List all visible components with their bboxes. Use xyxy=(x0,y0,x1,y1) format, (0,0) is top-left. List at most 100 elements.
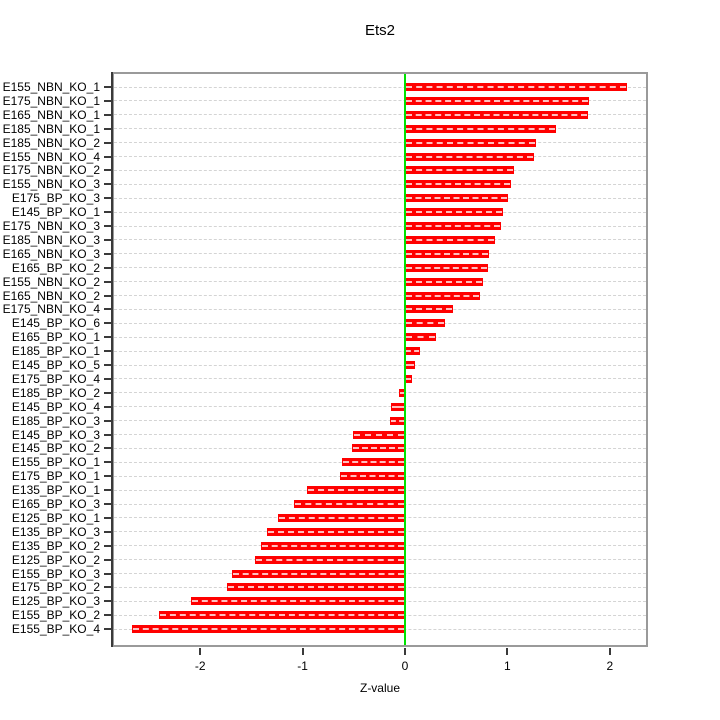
y-axis-label: E165_NBN_KO_2 xyxy=(2,288,100,303)
y-tick-mark xyxy=(104,405,111,408)
bar-dash-pattern xyxy=(406,113,588,116)
y-tick-mark xyxy=(104,419,111,422)
x-tick-label: 1 xyxy=(504,659,511,673)
y-tick-mark xyxy=(104,141,111,144)
y-axis-label: E185_BP_KO_2 xyxy=(11,385,100,400)
y-axis-label: E125_BP_KO_1 xyxy=(11,510,100,525)
y-tick-mark xyxy=(104,586,111,589)
gridline xyxy=(114,322,646,324)
bar-dash-pattern xyxy=(295,503,404,505)
y-tick-mark xyxy=(104,614,111,617)
gridline xyxy=(114,308,646,310)
y-tick-mark xyxy=(104,183,111,186)
bar-dash-pattern xyxy=(406,308,453,311)
bar xyxy=(405,277,483,286)
y-axis-label: E175_BP_KO_2 xyxy=(11,580,100,595)
bar xyxy=(131,625,405,634)
x-tick-mark xyxy=(301,648,304,655)
y-tick-mark xyxy=(104,600,111,603)
gridline xyxy=(114,295,646,296)
y-axis-label: E175_BP_KO_4 xyxy=(11,371,100,386)
y-axis-label: E185_NBN_KO_1 xyxy=(2,121,100,136)
bar xyxy=(405,333,436,342)
plot-box xyxy=(112,72,648,647)
y-tick-mark xyxy=(104,169,111,172)
bar-dash-pattern xyxy=(132,628,404,631)
y-axis-label: E165_BP_KO_2 xyxy=(11,260,100,275)
bar xyxy=(255,555,405,564)
bar xyxy=(405,263,488,272)
bar-dash-pattern xyxy=(406,155,534,158)
y-axis-label: E185_BP_KO_3 xyxy=(11,413,100,428)
y-tick-mark xyxy=(104,503,111,505)
x-tick-mark xyxy=(199,648,202,655)
y-axis-label: E175_NBN_KO_1 xyxy=(2,93,100,108)
y-tick-mark xyxy=(104,238,111,241)
bar xyxy=(405,152,535,161)
bar xyxy=(405,180,512,189)
bar-dash-pattern xyxy=(406,364,415,366)
y-tick-mark xyxy=(104,558,111,561)
gridline xyxy=(114,350,646,352)
bar-dash-pattern xyxy=(406,266,487,269)
gridline xyxy=(114,211,646,213)
y-tick-mark xyxy=(104,113,111,116)
bar xyxy=(390,402,405,411)
y-axis-label: E145_BP_KO_6 xyxy=(11,316,100,331)
y-tick-mark xyxy=(104,99,111,102)
gridline xyxy=(114,378,646,380)
y-axis-label: E165_NBN_KO_1 xyxy=(2,107,100,122)
y-tick-mark xyxy=(104,280,111,283)
bar-dash-pattern xyxy=(406,322,444,325)
bar xyxy=(405,166,514,175)
bar xyxy=(351,444,405,453)
y-axis-label: E145_BP_KO_2 xyxy=(11,441,100,456)
y-tick-mark xyxy=(104,628,111,631)
y-axis-label: E155_NBN_KO_1 xyxy=(2,80,100,94)
bar-dash-pattern xyxy=(406,294,479,297)
bar-dash-pattern xyxy=(267,530,404,533)
y-tick-mark xyxy=(104,252,111,255)
bar xyxy=(260,541,405,550)
bar-dash-pattern xyxy=(352,447,404,450)
bar xyxy=(405,305,454,314)
y-axis-label: E165_BP_KO_3 xyxy=(11,497,100,511)
y-tick-mark xyxy=(104,433,111,436)
x-axis-title: Z-value xyxy=(359,681,400,695)
bar-dash-pattern xyxy=(406,377,412,380)
y-axis-label: E155_NBN_KO_4 xyxy=(2,149,100,164)
y-tick-mark xyxy=(104,530,111,533)
gridline xyxy=(114,267,646,269)
y-tick-mark xyxy=(104,127,111,130)
bar-dash-pattern xyxy=(191,600,404,603)
bar-dash-pattern xyxy=(279,516,404,519)
y-axis-label: E175_BP_KO_3 xyxy=(11,191,100,206)
y-axis-label: E145_BP_KO_1 xyxy=(11,205,100,220)
bar-dash-pattern xyxy=(406,99,589,102)
y-axis-label: E185_NBN_KO_3 xyxy=(2,232,100,247)
y-tick-mark xyxy=(104,489,111,492)
bar xyxy=(159,611,405,620)
bar xyxy=(405,291,480,300)
y-tick-mark xyxy=(104,516,111,519)
bar-dash-pattern xyxy=(261,544,404,547)
chart-title: Ets2 xyxy=(364,22,395,39)
bar xyxy=(405,249,489,258)
bar-dash-pattern xyxy=(342,461,404,464)
gridline xyxy=(114,142,646,144)
bar xyxy=(405,374,413,383)
y-axis-label: E175_BP_KO_1 xyxy=(11,469,100,484)
y-axis-label: E185_NBN_KO_2 xyxy=(2,135,100,150)
y-axis-label: E175_NBN_KO_4 xyxy=(2,302,100,317)
x-tick-label: -1 xyxy=(297,659,308,673)
bar xyxy=(389,416,405,425)
y-tick-mark xyxy=(104,197,111,200)
y-axis-label: E155_NBN_KO_3 xyxy=(2,177,100,192)
bar xyxy=(231,569,405,578)
bar xyxy=(405,361,416,369)
bar xyxy=(352,430,405,439)
gridline xyxy=(114,169,646,171)
bar xyxy=(405,96,590,105)
gridline xyxy=(114,100,646,102)
